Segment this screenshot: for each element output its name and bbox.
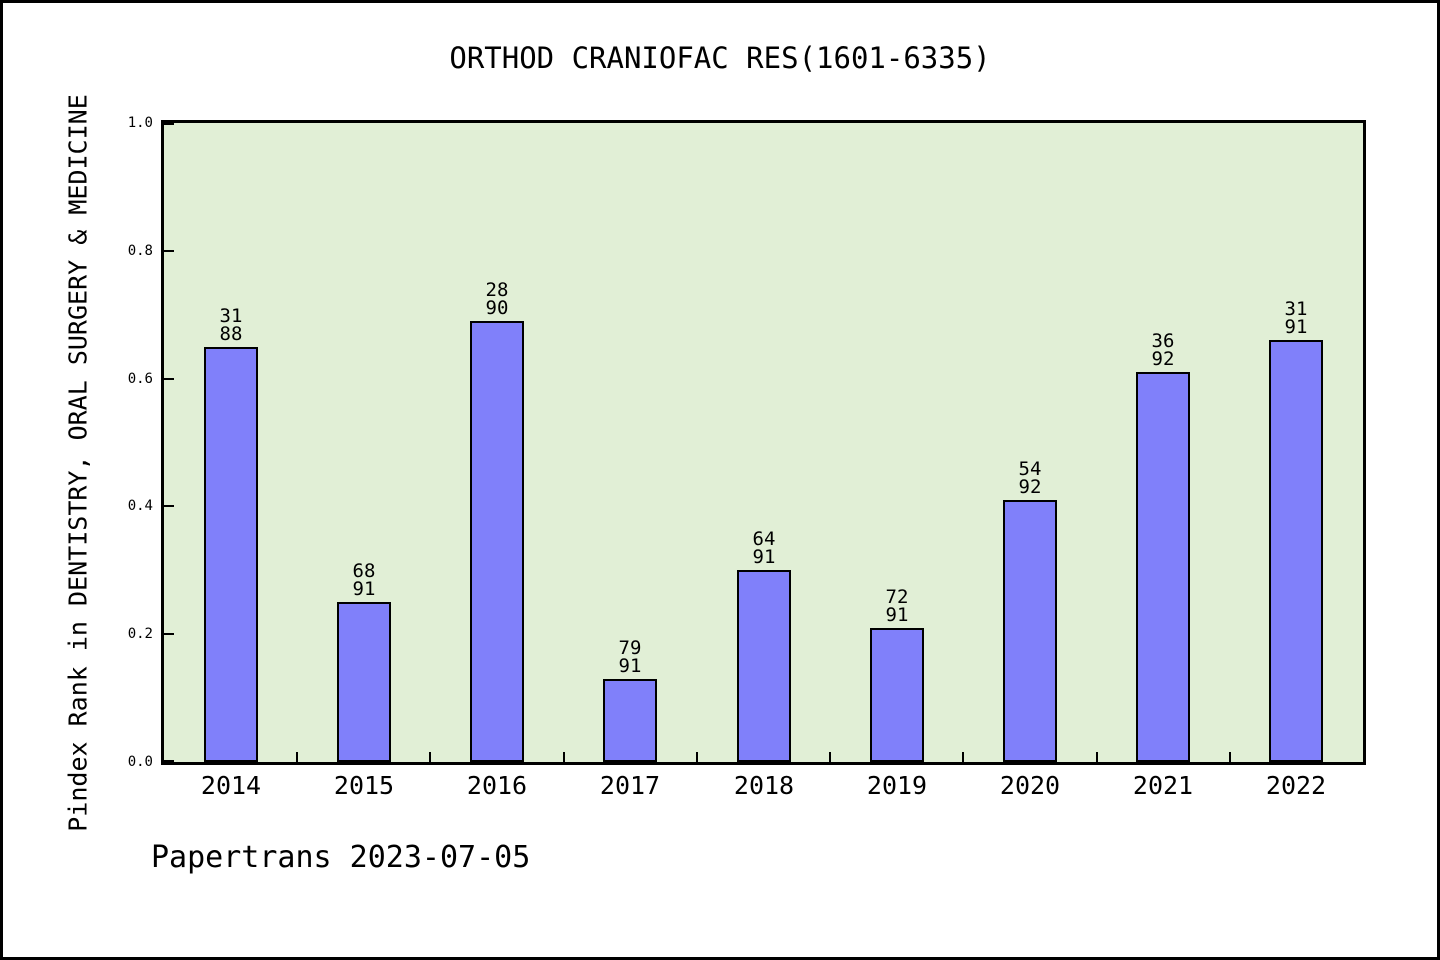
y-tick-label: 0.4	[127, 498, 153, 514]
y-axis-label: Pindex Rank in DENTISTRY, ORAL SURGERY &…	[63, 94, 93, 832]
bar	[204, 347, 258, 762]
y-tick-label: 0.6	[127, 371, 153, 387]
chart-title: ORTHOD CRANIOFAC RES(1601-6335)	[449, 41, 991, 75]
y-tick-mark	[164, 378, 174, 380]
x-tick-label: 2018	[733, 771, 795, 800]
bar-value-label: 31 91	[1284, 298, 1308, 338]
bar-value-label: 54 92	[1018, 458, 1042, 498]
x-tick-mark	[829, 752, 831, 762]
x-tick-label: 2016	[466, 771, 528, 800]
x-tick-mark	[429, 752, 431, 762]
x-tick-mark	[696, 752, 698, 762]
x-tick-label: 2017	[599, 771, 661, 800]
x-tick-label: 2014	[200, 771, 262, 800]
bar	[1269, 340, 1323, 762]
bar	[870, 628, 924, 762]
bar-value-label: 68 91	[352, 560, 376, 600]
bar	[1003, 500, 1057, 762]
y-tick-label: 0.2	[127, 626, 153, 642]
x-tick-mark	[1096, 752, 1098, 762]
y-tick-mark	[164, 760, 174, 762]
x-tick-mark	[563, 752, 565, 762]
y-tick-label: 0.0	[127, 754, 153, 770]
x-tick-mark	[962, 752, 964, 762]
y-tick-mark	[164, 505, 174, 507]
x-tick-mark	[296, 752, 298, 762]
x-tick-label: 2020	[999, 771, 1061, 800]
x-tick-label: 2022	[1265, 771, 1327, 800]
bar	[737, 570, 791, 762]
y-tick-mark	[164, 250, 174, 252]
bar-value-label: 31 88	[219, 305, 243, 345]
y-tick-label: 0.8	[127, 243, 153, 259]
bar-value-label: 28 90	[485, 279, 509, 319]
bar	[337, 602, 391, 762]
x-tick-label: 2021	[1132, 771, 1194, 800]
x-tick-label: 2015	[333, 771, 395, 800]
bar-value-label: 72 91	[885, 586, 909, 626]
x-tick-mark	[1229, 752, 1231, 762]
y-tick-mark	[164, 123, 174, 125]
bar-value-label: 36 92	[1151, 330, 1175, 370]
bar-value-label: 64 91	[752, 528, 776, 568]
bar	[603, 679, 657, 762]
plot-area: 31 88 68 91 28 90 79 91 64 91 72 91 54 92 36 92…	[161, 120, 1366, 765]
y-tick-mark	[164, 633, 174, 635]
y-tick-label: 1.0	[127, 115, 153, 131]
watermark-text: Papertrans 2023-07-05	[151, 840, 531, 875]
x-tick-label: 2019	[866, 771, 928, 800]
bar-value-label: 79 91	[618, 637, 642, 677]
bar	[1136, 372, 1190, 762]
bar	[470, 321, 524, 762]
